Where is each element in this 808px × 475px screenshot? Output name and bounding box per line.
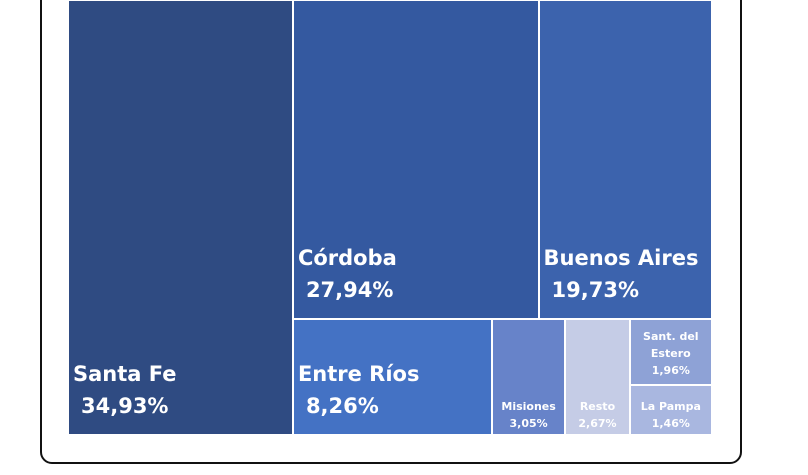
- treemap-cell: Sant. del Estero 1,96%: [629, 318, 712, 386]
- value-label: 1,96%: [651, 363, 690, 377]
- cell-label: Sant. del Estero 1,96%: [633, 328, 709, 379]
- treemap-cell: Santa Fe 34,93%: [68, 0, 293, 435]
- treemap-cell: Córdoba 27,94%: [292, 0, 539, 319]
- value-label: 34,93%: [81, 394, 169, 418]
- treemap: Santa Fe 34,93% Córdoba 27,94% Buenos Aires 1…: [68, 0, 712, 435]
- category-label: Sant. del Estero: [643, 329, 699, 360]
- category-label: Entre Ríos: [297, 361, 420, 386]
- category-label: La Pampa: [640, 399, 701, 413]
- treemap-cell: Resto 2,67%: [565, 318, 630, 435]
- category-label: Córdoba: [297, 245, 397, 270]
- value-label: 8,26%: [305, 393, 379, 418]
- category-label: Buenos Aires: [543, 245, 699, 270]
- cell-label: Resto 2,67%: [568, 398, 626, 432]
- value-label: 27,94%: [305, 277, 394, 302]
- cell-label: Entre Ríos 8,26%: [298, 358, 420, 422]
- value-label: 1,46%: [651, 416, 690, 430]
- category-label: Resto: [579, 399, 616, 413]
- cell-label: La Pampa 1,46%: [633, 398, 709, 432]
- treemap-cell: La Pampa 1,46%: [629, 385, 712, 435]
- treemap-cell: Buenos Aires 19,73%: [538, 0, 712, 319]
- cell-label: Córdoba 27,94%: [298, 242, 397, 306]
- frame: [40, 0, 742, 464]
- cell-label: Buenos Aires 19,73%: [544, 242, 699, 306]
- cell-label: Misiones 3,05%: [495, 398, 562, 432]
- value-label: 19,73%: [551, 277, 640, 302]
- cell-label: Santa Fe 34,93%: [73, 358, 177, 422]
- category-label: Misiones: [501, 399, 556, 413]
- category-label: Santa Fe: [73, 362, 177, 386]
- value-label: 2,67%: [578, 416, 617, 430]
- treemap-cell: Entre Ríos 8,26%: [292, 318, 492, 435]
- value-label: 3,05%: [509, 416, 548, 430]
- treemap-cell: Misiones 3,05%: [491, 318, 566, 435]
